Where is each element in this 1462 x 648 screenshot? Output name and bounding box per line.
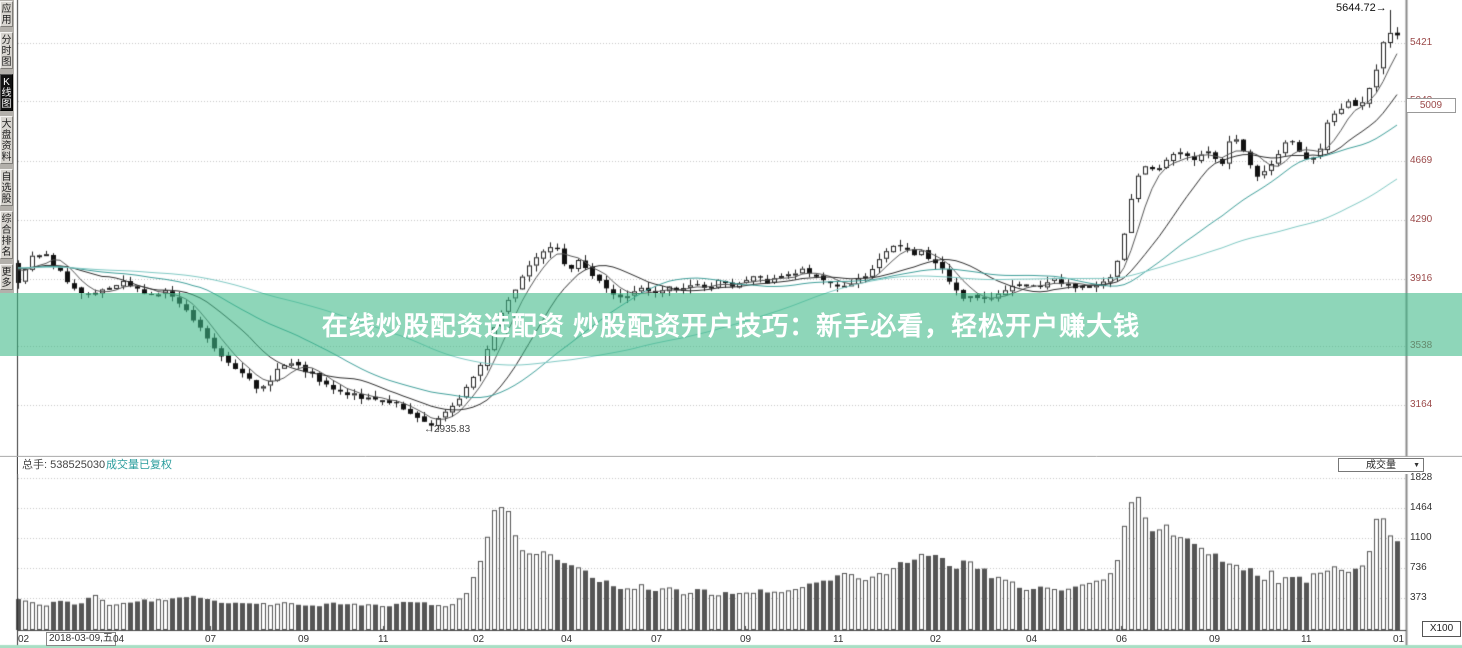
volume-info-row: 总手: 538525030 成交量已复权 成交量 ▼: [18, 457, 1462, 474]
time-axis-label: 02: [473, 634, 485, 645]
volume-indicator-dropdown[interactable]: 成交量 ▼: [1338, 458, 1424, 472]
time-axis-label: 11: [378, 634, 389, 645]
volume-indicator-dropdown-label: 成交量: [1366, 460, 1396, 471]
time-axis-label: 09: [298, 634, 310, 645]
sidebar-item-1[interactable]: 分时图: [0, 32, 13, 69]
price-axis-label: 3916: [1410, 273, 1433, 284]
time-axis-label: 04: [561, 634, 573, 645]
latest-price-badge: 5009: [1406, 98, 1456, 113]
time-axis-label: 01: [1393, 634, 1405, 645]
volume-axis-label: 1828: [1410, 472, 1433, 483]
sidebar-item-6[interactable]: 更多: [0, 264, 13, 290]
volume-axis-label: 1464: [1410, 502, 1433, 513]
price-axis-label: 5421: [1410, 37, 1433, 48]
price-axis-label: 4669: [1410, 155, 1433, 166]
price-axis-label: 4290: [1410, 214, 1433, 225]
low-price-annotation: ←2935.83: [424, 424, 471, 435]
volume-axis-label: 1100: [1410, 532, 1432, 543]
time-axis-label: 09: [740, 634, 752, 645]
time-axis-label: 04: [1026, 634, 1038, 645]
price-axis-label: 3164: [1410, 399, 1433, 410]
volume-unit-box: X100: [1422, 621, 1461, 637]
time-axis-label: 07: [205, 634, 217, 645]
time-axis-label: 06: [1116, 634, 1128, 645]
sidebar-item-2[interactable]: K线图: [0, 74, 13, 111]
chevron-down-icon: ▼: [1413, 462, 1420, 469]
volume-axis-label: 373: [1410, 592, 1427, 603]
sidebar-item-0[interactable]: 应用: [0, 1, 13, 27]
sidebar-item-3[interactable]: 大盘资料: [0, 116, 13, 164]
volume-axis-label: 736: [1410, 562, 1427, 573]
crosshair-date-box: 2018-03-09,五: [46, 632, 116, 646]
price-axis-label: 3538: [1410, 340, 1433, 351]
time-axis-label: 09: [1209, 634, 1221, 645]
sidebar-item-5[interactable]: 综合排名: [0, 211, 13, 259]
time-axis-label: 11: [1301, 634, 1312, 645]
time-axis-label: 04: [113, 634, 125, 645]
time-axis-label: 07: [651, 634, 663, 645]
sidebar: 应用分时图 K线图大盘资料自选股综合排名更多: [0, 0, 14, 293]
time-axis-label: 02: [18, 634, 30, 645]
total-hands-label: 总手: 538525030: [22, 459, 106, 471]
volume-adjusted-label: 成交量已复权: [106, 459, 172, 471]
time-axis-label: 02: [930, 634, 942, 645]
high-price-annotation: 5644.72→: [1336, 2, 1387, 14]
time-axis-label: 11: [833, 634, 844, 645]
sidebar-item-4[interactable]: 自选股: [0, 169, 13, 206]
